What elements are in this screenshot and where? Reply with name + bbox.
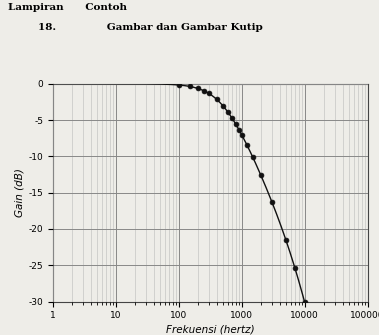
Y-axis label: Gain (dB): Gain (dB) [14,168,24,217]
Text: 18.              Gambar dan Gambar Kutip: 18. Gambar dan Gambar Kutip [38,23,263,32]
Text: Lampiran      Contoh: Lampiran Contoh [8,3,127,12]
X-axis label: Frekuensi (hertz): Frekuensi (hertz) [166,324,255,334]
